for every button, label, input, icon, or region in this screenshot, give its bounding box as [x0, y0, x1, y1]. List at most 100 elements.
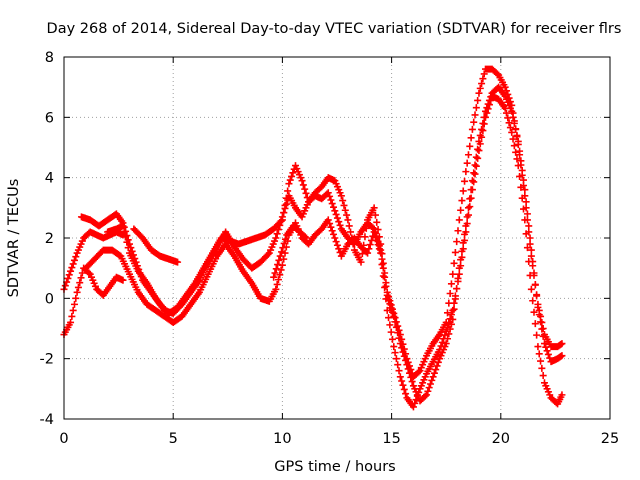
data-point	[254, 236, 258, 240]
data-point	[399, 375, 402, 378]
y-tick-label: 8	[45, 50, 54, 66]
data-point	[438, 348, 441, 351]
x-tick-label: 10	[273, 431, 291, 447]
y-tick-label: 0	[45, 291, 54, 307]
data-point	[224, 230, 227, 234]
data-point	[431, 375, 435, 378]
data-point	[438, 333, 441, 336]
data-point	[327, 218, 330, 222]
data-point	[549, 360, 553, 363]
data-point	[438, 357, 441, 360]
data-point	[484, 116, 487, 119]
data-point	[445, 330, 448, 333]
data-point	[102, 294, 105, 297]
data-point	[399, 342, 402, 345]
data-point	[313, 233, 317, 237]
data-point	[320, 227, 323, 231]
data-point	[69, 269, 72, 273]
data-point	[172, 321, 175, 324]
data-point	[333, 179, 337, 182]
data-point	[154, 309, 157, 312]
x-tick-label: 15	[382, 431, 400, 447]
data-point	[294, 221, 297, 225]
data-point	[233, 254, 236, 258]
data-point	[517, 140, 520, 143]
data-point	[97, 224, 101, 228]
data-point	[320, 185, 323, 188]
y-tick-label: -2	[40, 352, 54, 368]
series-track-2	[60, 264, 127, 339]
data-point	[353, 248, 356, 252]
data-point	[484, 67, 487, 71]
data-point	[543, 342, 546, 345]
data-point	[549, 345, 553, 348]
data-point	[285, 233, 288, 237]
data-point	[89, 230, 92, 234]
data-point	[556, 345, 559, 348]
data-point	[246, 239, 249, 243]
data-point	[115, 212, 118, 216]
data-point	[128, 273, 131, 276]
data-point	[154, 297, 157, 300]
data-point	[490, 67, 494, 71]
data-point	[233, 245, 236, 249]
data-point	[366, 221, 369, 225]
data-point	[268, 300, 271, 303]
data-point	[281, 215, 284, 219]
marker-trace	[77, 65, 566, 381]
x-tick-label: 5	[169, 431, 178, 447]
x-tick-label: 25	[601, 431, 619, 447]
data-point	[405, 363, 409, 366]
data-point	[307, 242, 310, 246]
data-point	[431, 342, 435, 345]
data-point	[556, 402, 559, 406]
data-point	[517, 164, 520, 167]
x-tick-label: 0	[59, 431, 68, 447]
data-point	[115, 227, 118, 231]
data-point	[141, 236, 144, 240]
data-point	[237, 242, 240, 246]
data-point	[300, 179, 304, 182]
data-point	[340, 194, 343, 197]
data-point	[274, 236, 278, 240]
data-point	[224, 242, 227, 246]
data-point	[274, 288, 278, 291]
data-point	[412, 384, 415, 388]
data-point	[287, 182, 291, 185]
data-point	[106, 218, 109, 222]
data-point	[95, 288, 98, 291]
axis-ticks: 0 5 10 15 20 25 -4 -2 0 2 4 6 8	[40, 50, 620, 447]
data-point	[523, 188, 527, 191]
data-series	[60, 65, 566, 411]
data-point	[471, 128, 474, 131]
data-point	[158, 254, 162, 258]
data-point	[340, 227, 343, 231]
data-point	[206, 260, 210, 264]
data-point	[510, 131, 513, 134]
data-point	[477, 149, 481, 152]
data-point	[172, 312, 175, 315]
data-point	[180, 315, 184, 318]
data-point	[272, 276, 275, 279]
data-point	[102, 248, 105, 252]
data-point	[549, 396, 553, 400]
data-point	[497, 98, 500, 101]
data-point	[536, 306, 540, 309]
data-point	[180, 303, 184, 306]
data-point	[490, 95, 494, 98]
data-point	[137, 269, 140, 273]
data-point	[451, 273, 454, 276]
series-track-3	[77, 65, 566, 381]
data-point	[471, 188, 474, 191]
plot-frame	[63, 56, 611, 420]
data-point	[110, 248, 114, 252]
data-point	[320, 197, 323, 200]
data-point	[150, 248, 153, 252]
data-point	[272, 227, 275, 231]
data-point	[543, 381, 546, 384]
data-point	[128, 251, 131, 255]
data-point	[75, 251, 79, 255]
data-point	[464, 230, 468, 234]
marker-trace	[60, 264, 127, 339]
series-track-6	[130, 225, 182, 266]
